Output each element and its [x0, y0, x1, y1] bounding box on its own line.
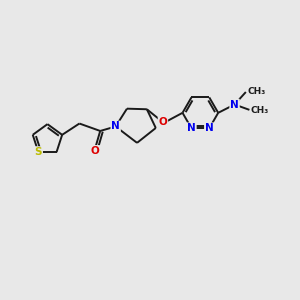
Text: CH₃: CH₃: [251, 106, 269, 115]
Text: N: N: [187, 123, 196, 133]
Text: N: N: [111, 122, 120, 131]
Text: N: N: [205, 123, 214, 133]
Text: CH₃: CH₃: [247, 87, 266, 96]
Text: S: S: [34, 147, 42, 157]
Text: N: N: [230, 100, 239, 110]
Text: O: O: [158, 117, 167, 127]
Text: O: O: [91, 146, 99, 156]
